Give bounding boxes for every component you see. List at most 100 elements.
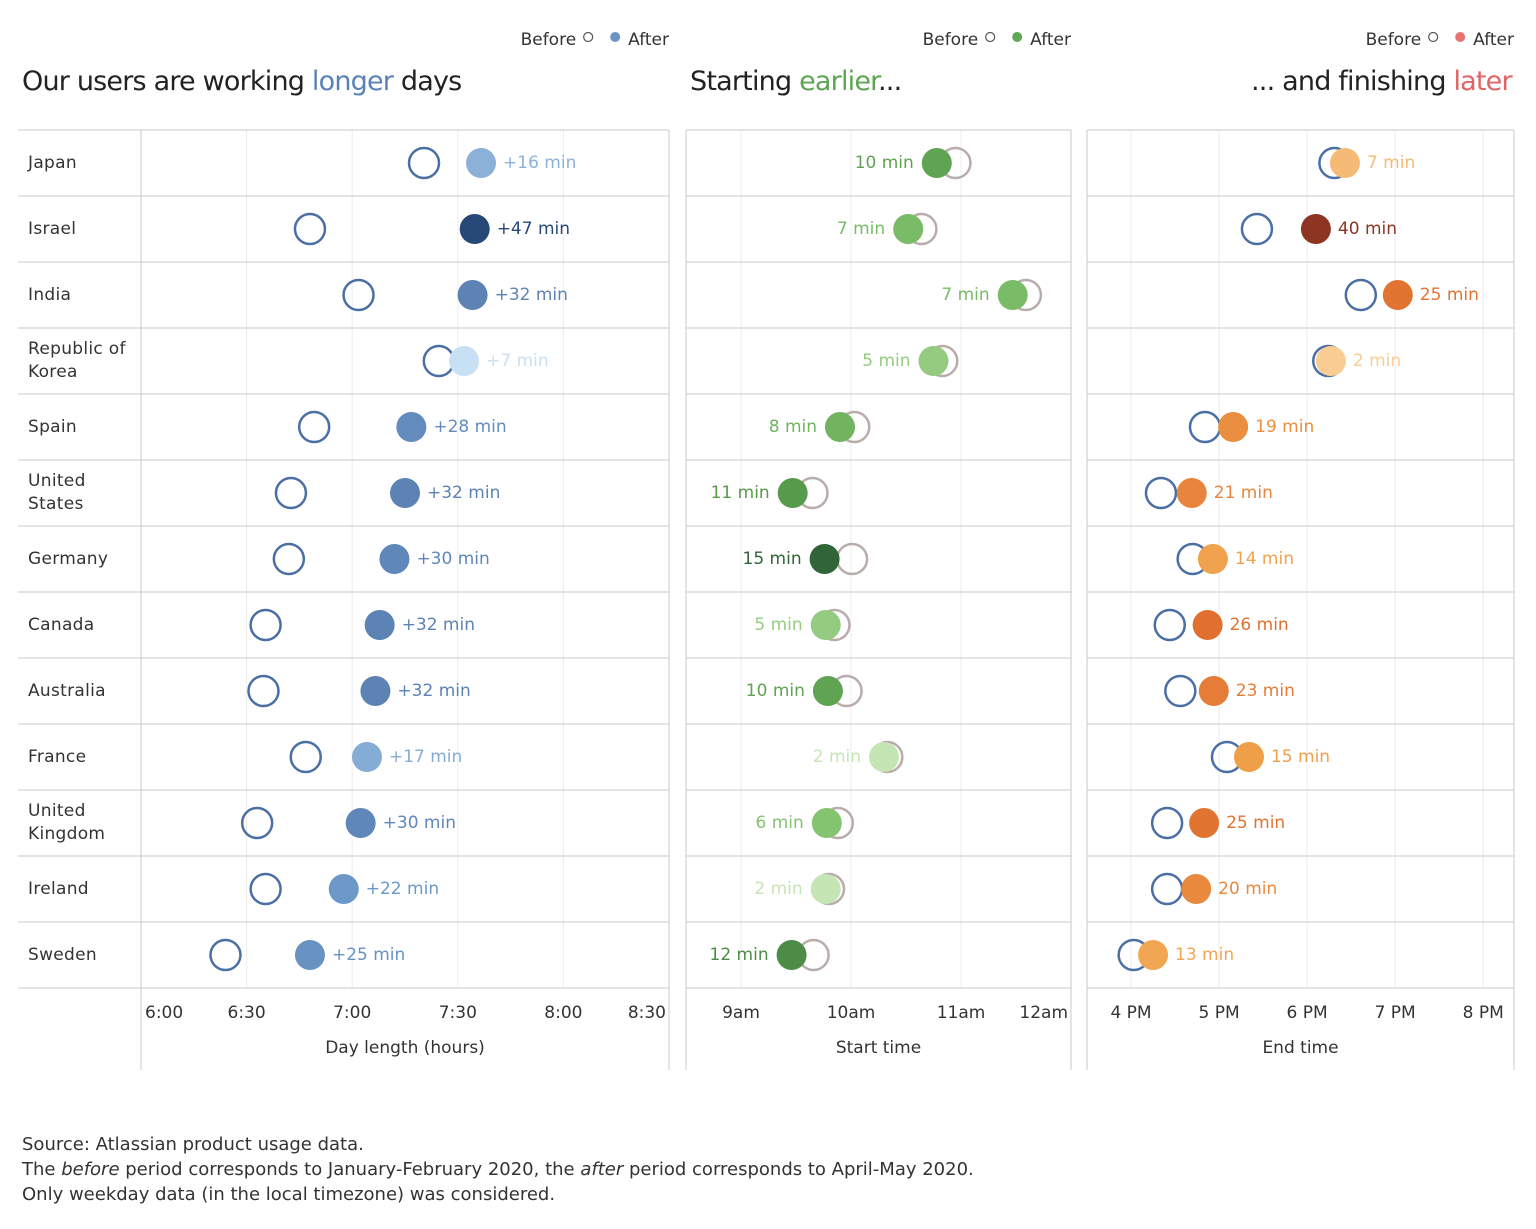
title-lead: Our users are working	[22, 66, 312, 97]
note-text: The	[22, 1159, 62, 1180]
change-label: 2 min	[1353, 351, 1401, 371]
legend-label: After	[628, 30, 669, 50]
after-dot	[351, 742, 382, 772]
change-label: 2 min	[754, 879, 802, 899]
notes: Source: Atlassian product usage data. The…	[22, 1132, 974, 1207]
change-label: +30 min	[383, 813, 456, 833]
after-dot	[1189, 808, 1220, 838]
change-label: 12 min	[710, 945, 769, 965]
before-dot	[407, 146, 441, 180]
before-dot	[297, 410, 331, 444]
change-label: 5 min	[754, 615, 802, 635]
after-dot	[360, 676, 391, 706]
after-dot	[809, 544, 840, 574]
after-dot	[810, 874, 841, 904]
after-dot	[893, 214, 924, 244]
after-dot	[1315, 346, 1346, 376]
row-label: Canada	[28, 614, 95, 635]
row-label: Germany	[28, 548, 109, 569]
after-dot	[1382, 280, 1413, 310]
change-label: +25 min	[332, 945, 405, 965]
panel-title: Our users are working longer days	[22, 66, 462, 97]
before-dot	[1144, 476, 1178, 510]
x-tick-label: 12am	[1019, 1003, 1068, 1023]
after-dot	[1192, 610, 1223, 640]
before-dot	[1153, 608, 1187, 642]
before-dot	[209, 938, 242, 972]
change-label: 7 min	[837, 219, 885, 239]
after-dot	[328, 874, 359, 904]
change-label: 25 min	[1420, 285, 1479, 305]
x-tick-label: 6 PM	[1287, 1003, 1328, 1023]
change-label: 25 min	[1226, 813, 1285, 833]
change-label: +32 min	[427, 483, 500, 503]
change-label: 23 min	[1236, 681, 1295, 701]
change-label: 7 min	[1367, 153, 1415, 173]
legend-label: Before	[923, 30, 979, 50]
after-dot	[777, 478, 808, 508]
x-tick-label: 4 PM	[1110, 1003, 1151, 1023]
before-dot	[1344, 278, 1378, 312]
x-tick-label: 7 PM	[1375, 1003, 1416, 1023]
after-dot	[449, 346, 480, 376]
legend-before-dot	[583, 31, 594, 43]
note-text: after	[580, 1159, 624, 1180]
before-dot	[247, 674, 280, 708]
title-highlight: later	[1453, 66, 1512, 97]
legend-after-dot	[1455, 32, 1466, 42]
legend-before-dot	[985, 31, 996, 43]
row-label: Republic of Korea	[28, 339, 126, 382]
row-label: Spain	[28, 416, 77, 437]
x-axis-title: Day length (hours)	[325, 1038, 485, 1058]
change-label: 40 min	[1338, 219, 1397, 239]
before-dot	[272, 542, 306, 576]
note-line: Source: Atlassian product usage data.	[22, 1132, 974, 1157]
x-tick-label: 5 PM	[1198, 1003, 1239, 1023]
after-dot	[345, 808, 376, 838]
after-dot	[811, 808, 842, 838]
before-dot	[249, 872, 282, 906]
legend-label: Before	[1366, 30, 1422, 50]
before-dot	[240, 806, 274, 840]
change-label: 13 min	[1175, 945, 1234, 965]
legend-label: After	[1473, 30, 1514, 50]
after-dot	[1218, 412, 1249, 442]
change-label: 14 min	[1235, 549, 1294, 569]
x-axis-title: Start time	[836, 1038, 921, 1058]
x-tick-label: 10am	[827, 1003, 876, 1023]
change-label: 10 min	[855, 153, 914, 173]
change-label: +32 min	[495, 285, 568, 305]
x-tick-label: 7:00	[333, 1003, 371, 1023]
change-label: 8 min	[769, 417, 817, 437]
after-dot	[1181, 874, 1212, 904]
x-tick-label: 8:30	[628, 1003, 666, 1023]
legend-label: Before	[521, 30, 577, 50]
before-dot	[1240, 212, 1274, 246]
x-tick-label: 11am	[937, 1003, 986, 1023]
legend-before-dot	[1428, 31, 1439, 43]
change-label: 21 min	[1214, 483, 1273, 503]
x-tick-label: 6:30	[228, 1003, 266, 1023]
before-dot	[1150, 872, 1184, 906]
row-label: France	[28, 746, 87, 767]
note-text: Source: Atlassian product usage data.	[22, 1134, 364, 1155]
before-dot	[1164, 674, 1197, 708]
after-dot	[1329, 148, 1360, 178]
before-dot	[274, 476, 308, 510]
after-dot	[457, 280, 488, 310]
x-axis-title: End time	[1262, 1038, 1338, 1058]
x-tick-label: 8 PM	[1463, 1003, 1504, 1023]
change-label: +17 min	[389, 747, 462, 767]
after-dot	[918, 346, 949, 376]
after-dot	[812, 676, 843, 706]
after-dot	[869, 742, 899, 772]
change-label: +32 min	[397, 681, 470, 701]
change-label: 19 min	[1255, 417, 1314, 437]
change-label: +47 min	[497, 219, 570, 239]
x-tick-label: 6:00	[145, 1003, 183, 1023]
after-dot	[776, 940, 807, 970]
note-line: The before period corresponds to January…	[22, 1157, 974, 1182]
note-text: Only weekday data (in the local timezone…	[22, 1184, 556, 1205]
note-text: period corresponds to January-February 2…	[119, 1159, 581, 1180]
